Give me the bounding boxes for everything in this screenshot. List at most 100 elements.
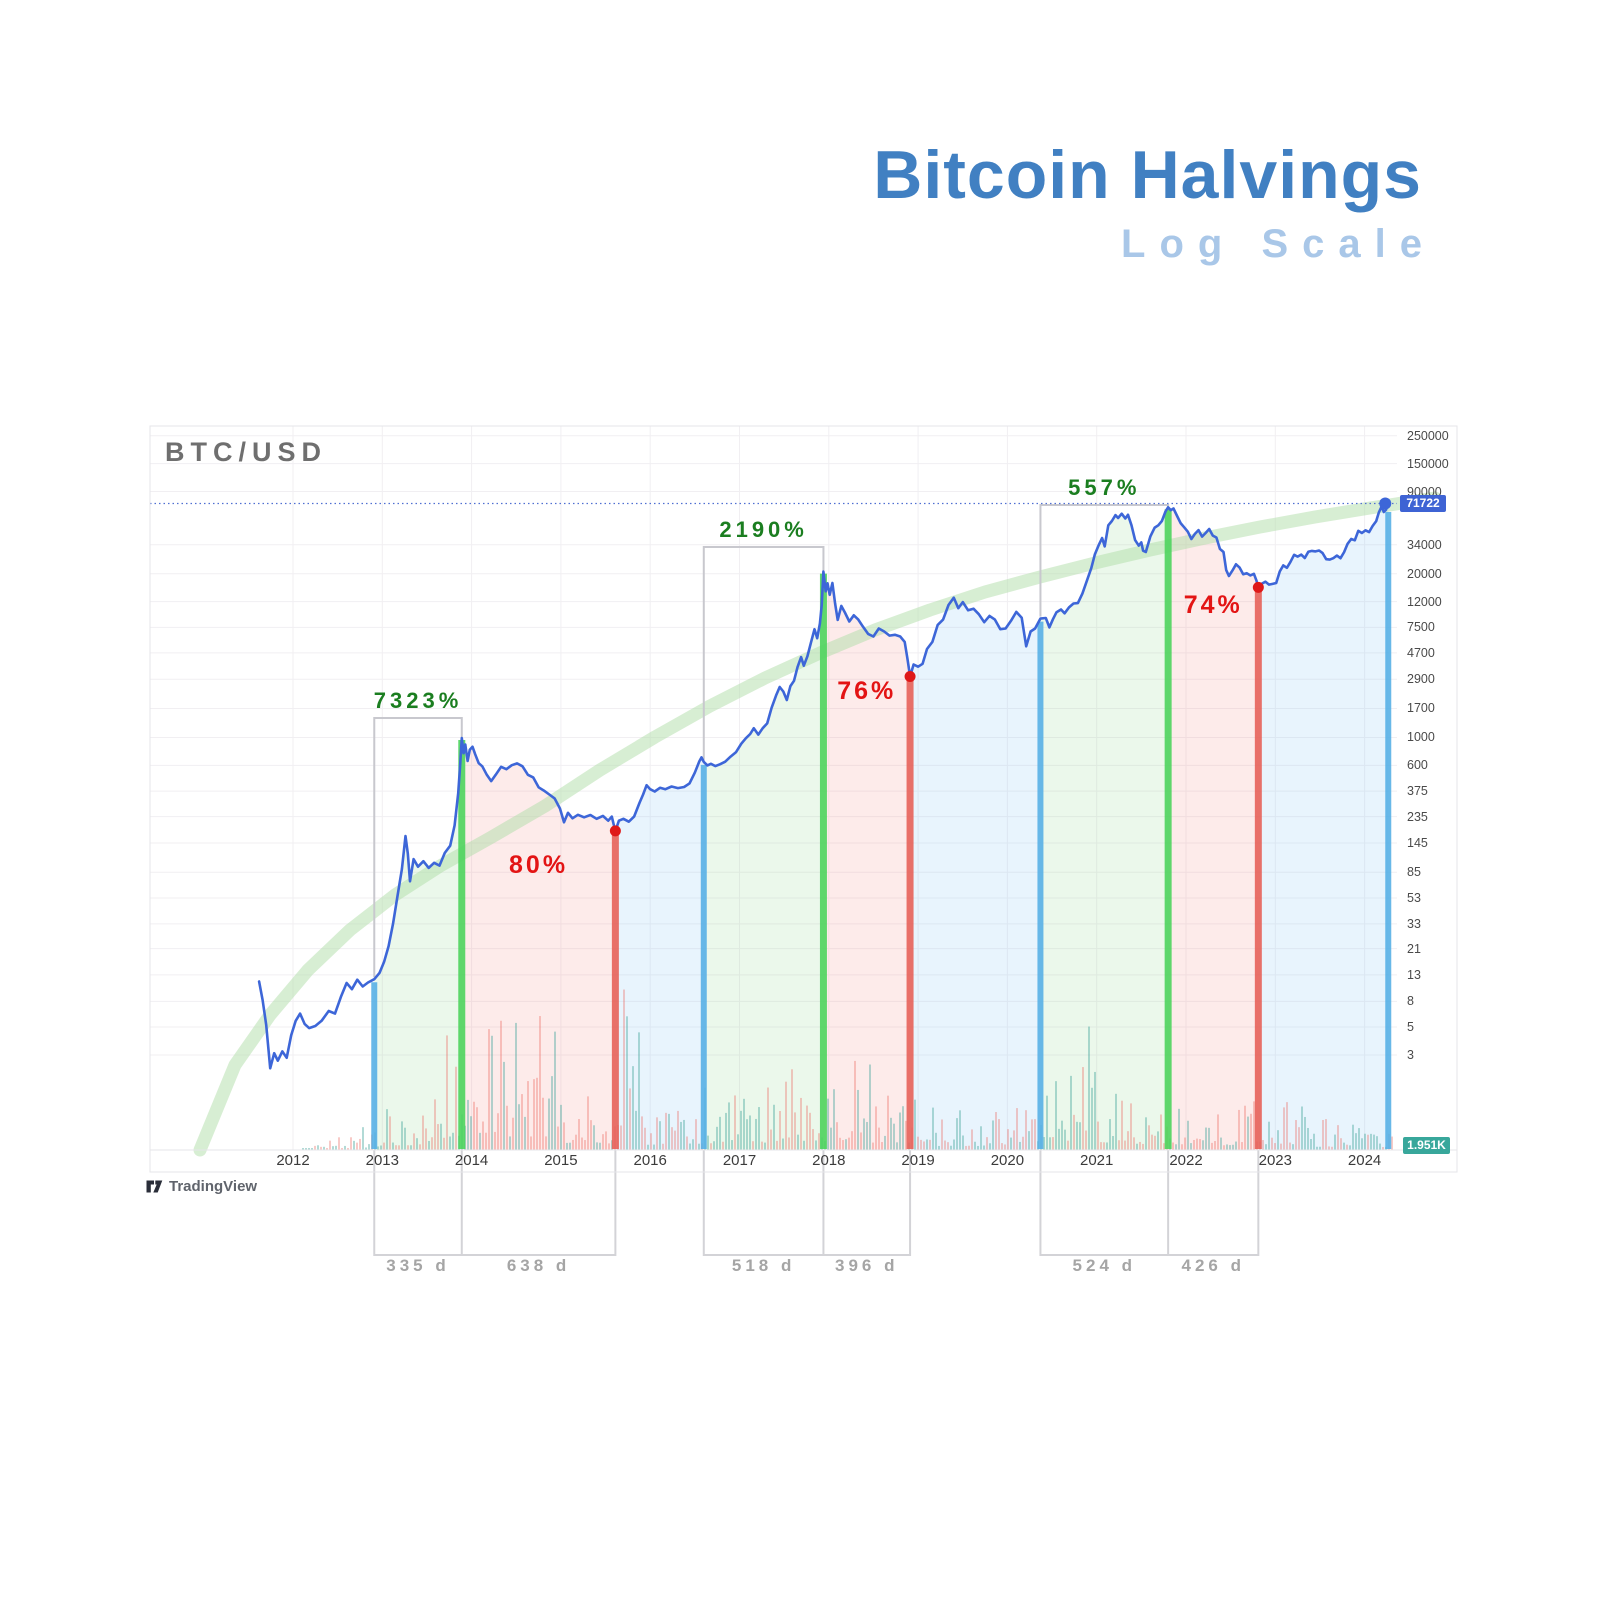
- volume-bar: [1391, 1136, 1393, 1150]
- volume-bar: [344, 1145, 346, 1150]
- x-axis-year-label[interactable]: 2018: [812, 1152, 846, 1169]
- volume-bar: [1295, 1120, 1297, 1150]
- volume-bar: [632, 1066, 634, 1150]
- y-axis-tick-label[interactable]: 8: [1407, 994, 1414, 1009]
- y-axis-tick-label[interactable]: 4700: [1407, 645, 1435, 660]
- tradingview-attribution[interactable]: TradingView: [146, 1178, 257, 1195]
- x-axis-year-label[interactable]: 2014: [454, 1152, 489, 1169]
- volume-bar: [1163, 1143, 1165, 1150]
- volume-bar: [1307, 1127, 1309, 1150]
- x-axis-year-label[interactable]: 2024: [1347, 1152, 1382, 1169]
- volume-bar: [554, 1031, 556, 1150]
- volume-bar: [1139, 1141, 1141, 1150]
- y-axis-tick-label[interactable]: 21: [1407, 941, 1421, 956]
- volume-bar: [551, 1076, 553, 1150]
- volume-bar: [818, 1133, 820, 1150]
- x-axis-year-label[interactable]: 2012: [276, 1152, 310, 1169]
- volume-bar: [947, 1142, 949, 1150]
- page-title: Bitcoin Halvings: [873, 137, 1422, 213]
- x-axis-year-label[interactable]: 2020: [990, 1152, 1025, 1169]
- y-axis-tick-label[interactable]: 20000: [1407, 566, 1442, 581]
- volume-bar: [779, 1111, 781, 1150]
- halving-to-peak-days-label: 335 d: [386, 1256, 450, 1275]
- volume-bar: [878, 1127, 880, 1150]
- volume-bar: [971, 1129, 973, 1150]
- volume-bar: [608, 1143, 610, 1150]
- volume-bar: [302, 1148, 304, 1150]
- volume-bar: [596, 1142, 598, 1150]
- volume-bar: [794, 1112, 796, 1150]
- y-axis-tick-label[interactable]: 235: [1407, 809, 1428, 824]
- x-axis-year-label[interactable]: 2013: [365, 1152, 399, 1169]
- volume-bar: [548, 1098, 550, 1150]
- y-axis-tick-label[interactable]: 5: [1407, 1020, 1414, 1035]
- y-axis-tick-label[interactable]: 1000: [1407, 730, 1435, 745]
- volume-bar: [857, 1089, 859, 1150]
- y-axis-tick-label[interactable]: 34000: [1407, 537, 1442, 552]
- y-axis-tick-label[interactable]: 150000: [1407, 456, 1449, 471]
- volume-bar: [422, 1115, 424, 1150]
- volume-bar: [563, 1122, 565, 1150]
- volume-bar: [665, 1112, 667, 1150]
- y-axis-tick-label[interactable]: 7500: [1407, 620, 1435, 635]
- x-axis-year-label[interactable]: 2022: [1169, 1152, 1203, 1169]
- y-axis-tick-label[interactable]: 53: [1407, 891, 1421, 906]
- volume-bar: [842, 1140, 844, 1150]
- volume-bar: [1175, 1144, 1177, 1150]
- volume-bar: [1049, 1137, 1051, 1150]
- volume-bar: [1082, 1067, 1084, 1150]
- volume-bar: [347, 1148, 349, 1150]
- y-axis-tick-label[interactable]: 250000: [1407, 428, 1449, 443]
- volume-bar: [1238, 1109, 1240, 1150]
- volume-bar: [311, 1148, 313, 1150]
- y-axis-tick-label[interactable]: 1700: [1407, 701, 1435, 716]
- volume-bar: [941, 1119, 943, 1150]
- band-peak-to-bottom: [823, 571, 911, 1150]
- volume-bar: [593, 1125, 595, 1150]
- volume-bar: [1160, 1114, 1162, 1150]
- y-axis-tick-label[interactable]: 375: [1407, 784, 1428, 799]
- y-axis-tick-label[interactable]: 145: [1407, 836, 1428, 850]
- volume-bar: [644, 1127, 646, 1150]
- y-axis-tick-label[interactable]: 600: [1407, 758, 1428, 773]
- x-axis-year-label[interactable]: 2016: [633, 1152, 667, 1169]
- y-axis-tick-label[interactable]: 33: [1407, 916, 1421, 931]
- volume-bar: [1007, 1129, 1009, 1150]
- volume-bar: [1097, 1121, 1099, 1150]
- x-axis-year-label[interactable]: 2023: [1258, 1152, 1292, 1169]
- volume-bar: [1178, 1108, 1180, 1150]
- volume-bar: [920, 1139, 922, 1150]
- band-peak-to-bottom: [1168, 507, 1259, 1151]
- volume-bar: [314, 1145, 316, 1150]
- volume-bar: [476, 1107, 478, 1150]
- volume-bar: [980, 1126, 982, 1150]
- volume-bar: [404, 1127, 406, 1150]
- x-axis-year-label[interactable]: 2021: [1080, 1152, 1114, 1169]
- volume-bar: [1301, 1106, 1303, 1150]
- volume-bar: [713, 1141, 715, 1150]
- volume-bar: [599, 1142, 601, 1150]
- volume-bar: [1283, 1107, 1285, 1150]
- y-axis-tick-label[interactable]: 85: [1407, 865, 1421, 880]
- y-axis-tick-label[interactable]: 12000: [1407, 594, 1442, 609]
- volume-bar: [1151, 1134, 1153, 1150]
- volume-bar: [695, 1119, 697, 1150]
- volume-bar: [806, 1105, 808, 1150]
- x-axis-year-label[interactable]: 2019: [901, 1152, 935, 1169]
- volume-bar: [398, 1145, 400, 1150]
- volume-bar: [1331, 1146, 1333, 1150]
- volume-bar: [1124, 1140, 1126, 1150]
- y-axis-tick-label[interactable]: 2900: [1407, 672, 1435, 687]
- x-axis-year-label[interactable]: 2017: [722, 1152, 757, 1169]
- last-volume-badge: 1.951K: [1403, 1137, 1450, 1154]
- volume-bar: [974, 1141, 976, 1150]
- volume-bar: [923, 1141, 925, 1150]
- x-axis-year-label[interactable]: 2015: [544, 1152, 578, 1169]
- volume-bar: [719, 1116, 721, 1150]
- y-axis-tick-label[interactable]: 13: [1407, 967, 1421, 982]
- volume-bar: [938, 1145, 940, 1150]
- volume-bar: [338, 1137, 340, 1150]
- y-axis-tick-label[interactable]: 3: [1407, 1047, 1414, 1062]
- band-halving-to-peak: [1040, 507, 1169, 1151]
